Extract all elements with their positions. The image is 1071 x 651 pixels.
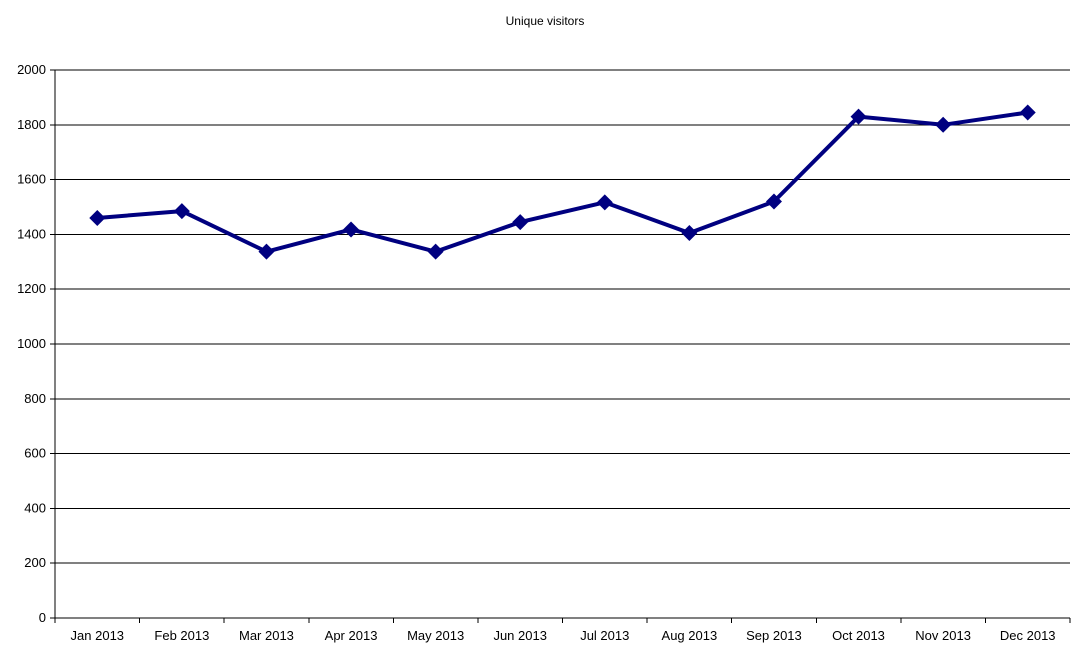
y-tick-label: 800 — [24, 391, 46, 406]
data-point-marker — [343, 221, 360, 238]
x-tick-label: Apr 2013 — [325, 628, 378, 643]
x-tick-label: Oct 2013 — [832, 628, 885, 643]
y-tick-label: 400 — [24, 500, 46, 515]
x-tick-label: May 2013 — [407, 628, 464, 643]
x-tick-label: Jul 2013 — [580, 628, 629, 643]
y-tick-label: 0 — [39, 610, 46, 625]
y-tick-label: 1200 — [17, 281, 46, 296]
data-point-marker — [1019, 104, 1036, 121]
series-line — [97, 110, 1028, 254]
y-tick-label: 600 — [24, 446, 46, 461]
y-tick-label: 2000 — [17, 62, 46, 77]
y-tick-label: 1800 — [17, 117, 46, 132]
data-point-marker — [765, 193, 782, 210]
x-tick-label: Mar 2013 — [239, 628, 294, 643]
x-tick-label: Dec 2013 — [1000, 628, 1056, 643]
series-layer — [89, 104, 1036, 260]
data-point-marker — [89, 209, 106, 226]
data-point-marker — [258, 243, 275, 260]
y-tick-label: 1600 — [17, 172, 46, 187]
data-point-marker — [681, 225, 698, 242]
x-tick-label: Jan 2013 — [71, 628, 125, 643]
y-tick-label: 1000 — [17, 336, 46, 351]
x-tick-label: Feb 2013 — [154, 628, 209, 643]
data-point-marker — [850, 108, 867, 125]
data-point-marker — [173, 203, 190, 220]
axis-layer: 0 200 400 600 800 1000 1200 1400 1600 1800 2000 Jan… — [17, 62, 1071, 643]
data-point-marker — [427, 243, 444, 260]
data-point-marker — [512, 214, 529, 231]
x-tick-label: Sep 2013 — [746, 628, 802, 643]
chart-title: Unique visitors — [506, 14, 585, 28]
data-point-marker — [935, 116, 952, 133]
x-tick-label: Aug 2013 — [662, 628, 718, 643]
data-point-marker — [596, 194, 613, 211]
x-tick-label: Nov 2013 — [915, 628, 971, 643]
grid-layer — [55, 69, 1070, 619]
x-tick-label: Jun 2013 — [493, 628, 547, 643]
y-tick-label: 1400 — [17, 226, 46, 241]
y-tick-label: 200 — [24, 555, 46, 570]
